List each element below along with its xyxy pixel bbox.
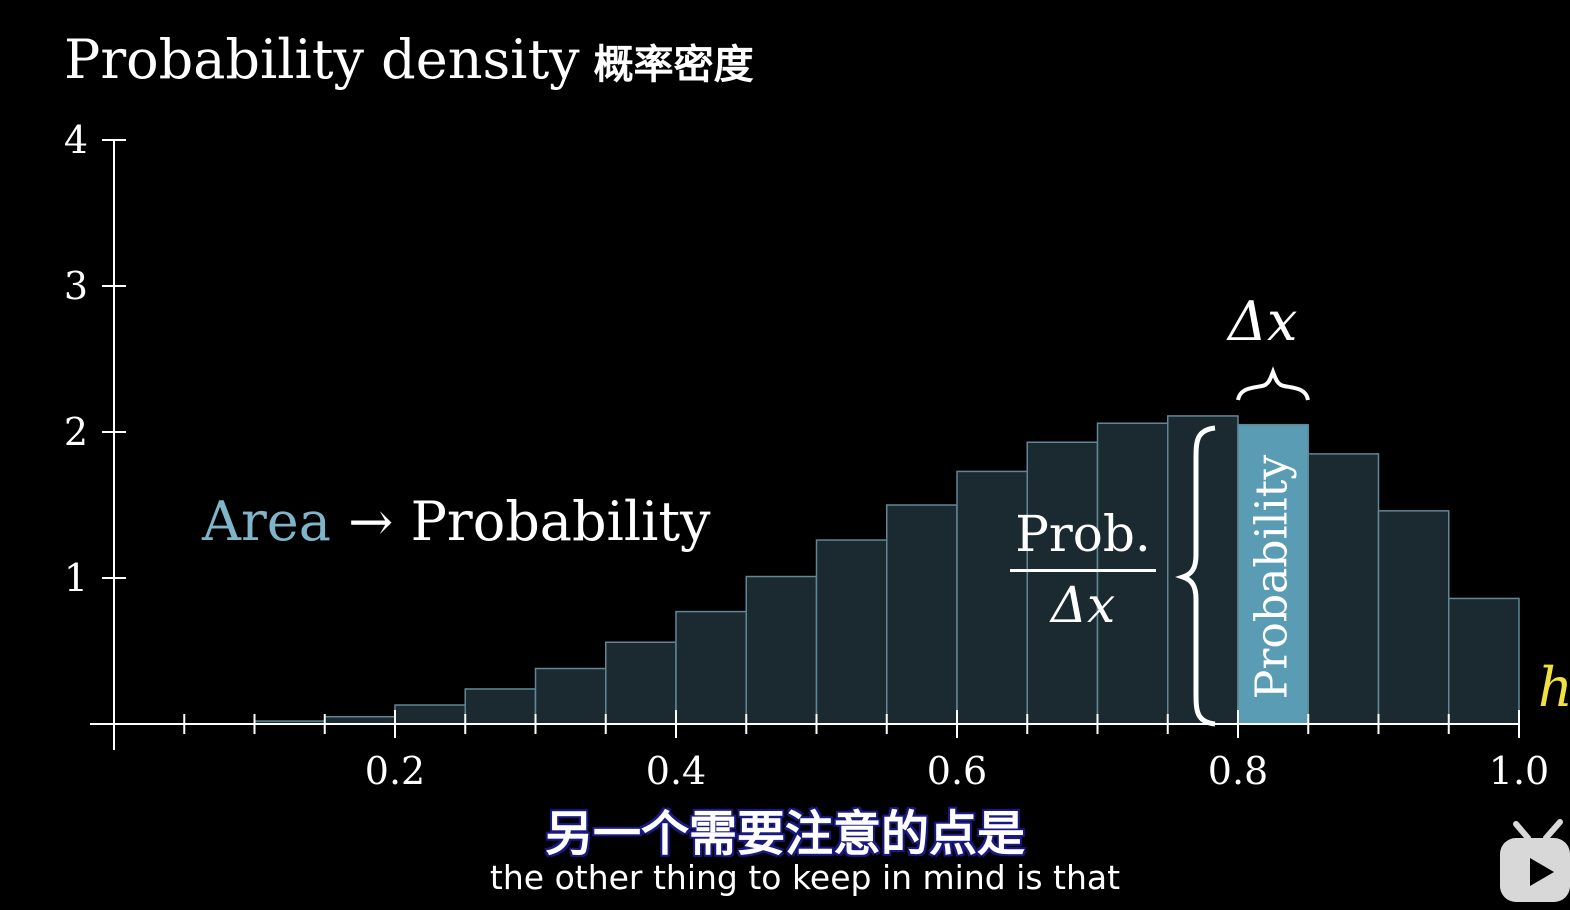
highlight-bar-label: Probability bbox=[1246, 454, 1298, 700]
histogram-bar bbox=[1448, 597, 1520, 725]
y-tick-label: 4 bbox=[64, 118, 88, 162]
histogram-bar bbox=[605, 641, 677, 725]
left-brace bbox=[1175, 425, 1216, 727]
prob-over-dx-fraction: Prob. Δx bbox=[1010, 505, 1156, 634]
histogram-bar bbox=[815, 539, 888, 725]
x-tick-label: 0.4 bbox=[646, 749, 706, 793]
bilibili-logo-icon bbox=[1498, 818, 1570, 902]
x-tick-label: 0.8 bbox=[1208, 749, 1268, 793]
top-brace bbox=[1236, 366, 1310, 401]
area-probability-label: Area → Probability bbox=[202, 490, 711, 553]
histogram-bar bbox=[1377, 510, 1450, 725]
area-word: Area bbox=[202, 490, 331, 553]
histogram-bar bbox=[675, 610, 747, 725]
histogram-bar bbox=[1307, 453, 1380, 725]
chart-title: Probability density 概率密度 bbox=[64, 28, 754, 91]
histogram-bar bbox=[886, 504, 958, 725]
subtitle-english: the other thing to keep in mind is that bbox=[489, 858, 1121, 897]
histogram-bar bbox=[324, 715, 396, 725]
histogram-bar bbox=[745, 575, 818, 725]
fraction-numerator: Prob. bbox=[1010, 505, 1156, 572]
probability-word: Probability bbox=[410, 490, 711, 553]
title-cn: 概率密度 bbox=[593, 42, 754, 88]
y-tick-label: 2 bbox=[64, 410, 88, 454]
histogram-bar bbox=[464, 688, 537, 725]
h-label: h bbox=[1538, 656, 1570, 719]
histogram-bars bbox=[253, 415, 1520, 725]
x-tick-label: 0.2 bbox=[365, 749, 425, 793]
histogram-bar bbox=[394, 704, 466, 725]
x-tick-label: 1.0 bbox=[1489, 749, 1549, 793]
axes: 0.2 0.4 0.6 0.8 1.0 1 2 3 4 bbox=[64, 118, 1549, 793]
fraction-denominator: Δx bbox=[1050, 576, 1116, 634]
x-tick-label: 0.6 bbox=[927, 749, 987, 793]
arrow-glyph: → bbox=[348, 490, 394, 553]
delta-x-label: Δx bbox=[1228, 290, 1298, 353]
title-en: Probability density bbox=[64, 28, 580, 91]
y-tick-label: 3 bbox=[64, 264, 88, 308]
histogram-bar bbox=[1167, 415, 1239, 725]
subtitle-chinese: 另一个需要注意的点是 bbox=[544, 806, 1025, 862]
histogram-bar bbox=[534, 667, 607, 725]
y-tick-label: 1 bbox=[64, 556, 88, 600]
